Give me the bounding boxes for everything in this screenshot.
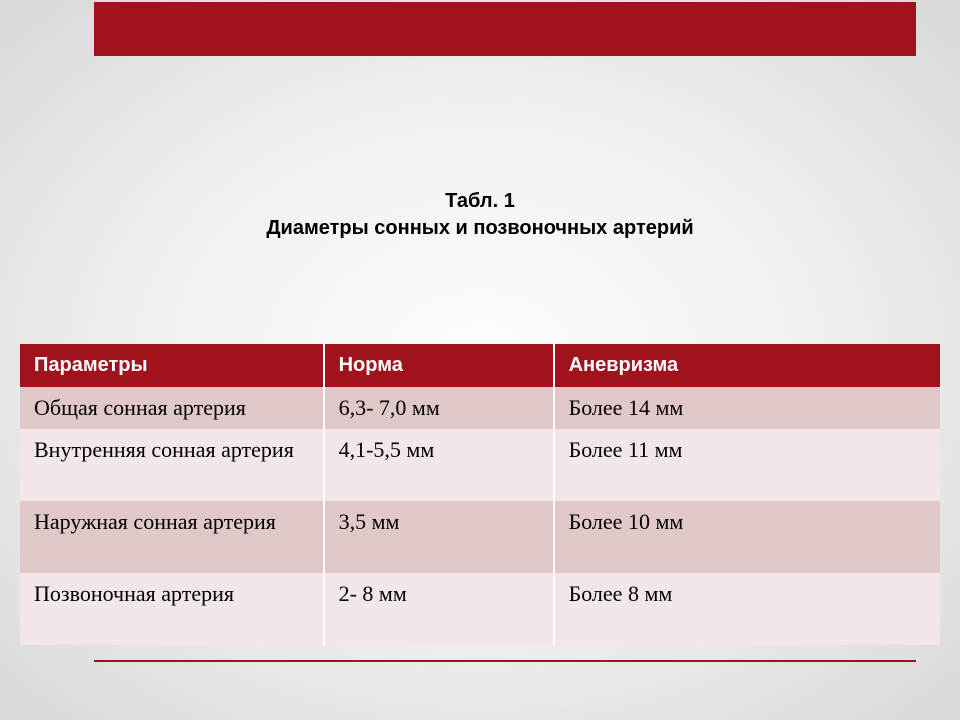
table-cell: 3,5 мм (324, 501, 554, 573)
table-cell: Позвоночная артерия (20, 573, 324, 645)
title-line-1: Табл. 1 (0, 190, 960, 213)
data-table-wrap: Параметры Норма Аневризма Общая сонная а… (20, 344, 940, 645)
table-cell: Более 8 мм (554, 573, 940, 645)
title-line-2: Диаметры сонных и позвоночных артерий (0, 217, 960, 240)
table-cell: 2- 8 мм (324, 573, 554, 645)
slide-title: Табл. 1 Диаметры сонных и позвоночных ар… (0, 190, 960, 240)
table-row: Наружная сонная артерия3,5 ммБолее 10 мм (20, 501, 940, 573)
table-cell: Более 10 мм (554, 501, 940, 573)
table-header-row: Параметры Норма Аневризма (20, 344, 940, 387)
table-row: Внутренняя сонная артерия4,1-5,5 ммБолее… (20, 429, 940, 501)
table-cell: Общая сонная артерия (20, 387, 324, 429)
table-cell: Более 14 мм (554, 387, 940, 429)
bottom-rule (94, 660, 916, 662)
top-accent-bar (94, 2, 916, 56)
header-parameters: Параметры (20, 344, 324, 387)
table-body: Общая сонная артерия6,3- 7,0 ммБолее 14 … (20, 387, 940, 645)
table-cell: Наружная сонная артерия (20, 501, 324, 573)
table-cell: Более 11 мм (554, 429, 940, 501)
table-cell: Внутренняя сонная артерия (20, 429, 324, 501)
header-aneurysm: Аневризма (554, 344, 940, 387)
table-row: Общая сонная артерия6,3- 7,0 ммБолее 14 … (20, 387, 940, 429)
table-cell: 4,1-5,5 мм (324, 429, 554, 501)
table-cell: 6,3- 7,0 мм (324, 387, 554, 429)
table-row: Позвоночная артерия2- 8 ммБолее 8 мм (20, 573, 940, 645)
header-norm: Норма (324, 344, 554, 387)
artery-diameter-table: Параметры Норма Аневризма Общая сонная а… (20, 344, 940, 645)
